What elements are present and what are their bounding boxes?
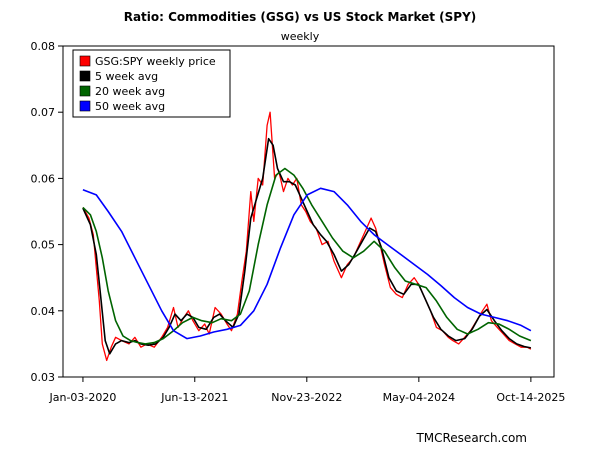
legend-label-0: GSG:SPY weekly price xyxy=(95,55,216,68)
chart-subtitle: weekly xyxy=(281,30,320,43)
legend-label-1: 5 week avg xyxy=(95,70,158,83)
legend-swatch-0 xyxy=(79,55,91,67)
y-tick-label-0: 0.03 xyxy=(31,371,56,384)
y-tick-label-1: 0.04 xyxy=(31,305,56,318)
plot-frame xyxy=(62,45,555,378)
chart-title: Ratio: Commodities (GSG) vs US Stock Mar… xyxy=(124,10,477,24)
source-label: TMCResearch.com xyxy=(415,431,527,445)
y-tick-label-4: 0.07 xyxy=(31,106,56,119)
series-line-2 xyxy=(82,167,532,345)
x-tick-label-4: Oct-14-2025 xyxy=(496,391,565,404)
y-tick-label-5: 0.08 xyxy=(31,40,56,53)
axis-layer: 0.03 0.04 0.05 0.06 0.07 0.08 Jan-03-2020 Jun-1… xyxy=(31,40,566,404)
legend-box xyxy=(72,49,231,118)
y-tick-label-2: 0.05 xyxy=(31,239,56,252)
x-tick-label-0: Jan-03-2020 xyxy=(49,391,117,404)
series-layer xyxy=(82,111,532,362)
legend-swatch-2 xyxy=(79,85,91,97)
legend-swatch-3 xyxy=(79,100,91,112)
legend-label-3: 50 week avg xyxy=(95,100,165,113)
series-line-1 xyxy=(82,137,532,355)
legend-label-2: 20 week avg xyxy=(95,85,165,98)
y-tick-label-3: 0.06 xyxy=(31,172,56,185)
x-tick-label-1: Jun-13-2021 xyxy=(160,391,228,404)
x-tick-label-2: Nov-23-2022 xyxy=(271,391,342,404)
legend: GSG:SPY weekly price 5 week avg 20 week av… xyxy=(72,49,231,118)
legend-swatch-1 xyxy=(79,70,91,82)
series-line-3 xyxy=(82,187,532,340)
x-tick-label-3: May-04-2024 xyxy=(383,391,455,404)
series-line-0 xyxy=(82,111,532,362)
